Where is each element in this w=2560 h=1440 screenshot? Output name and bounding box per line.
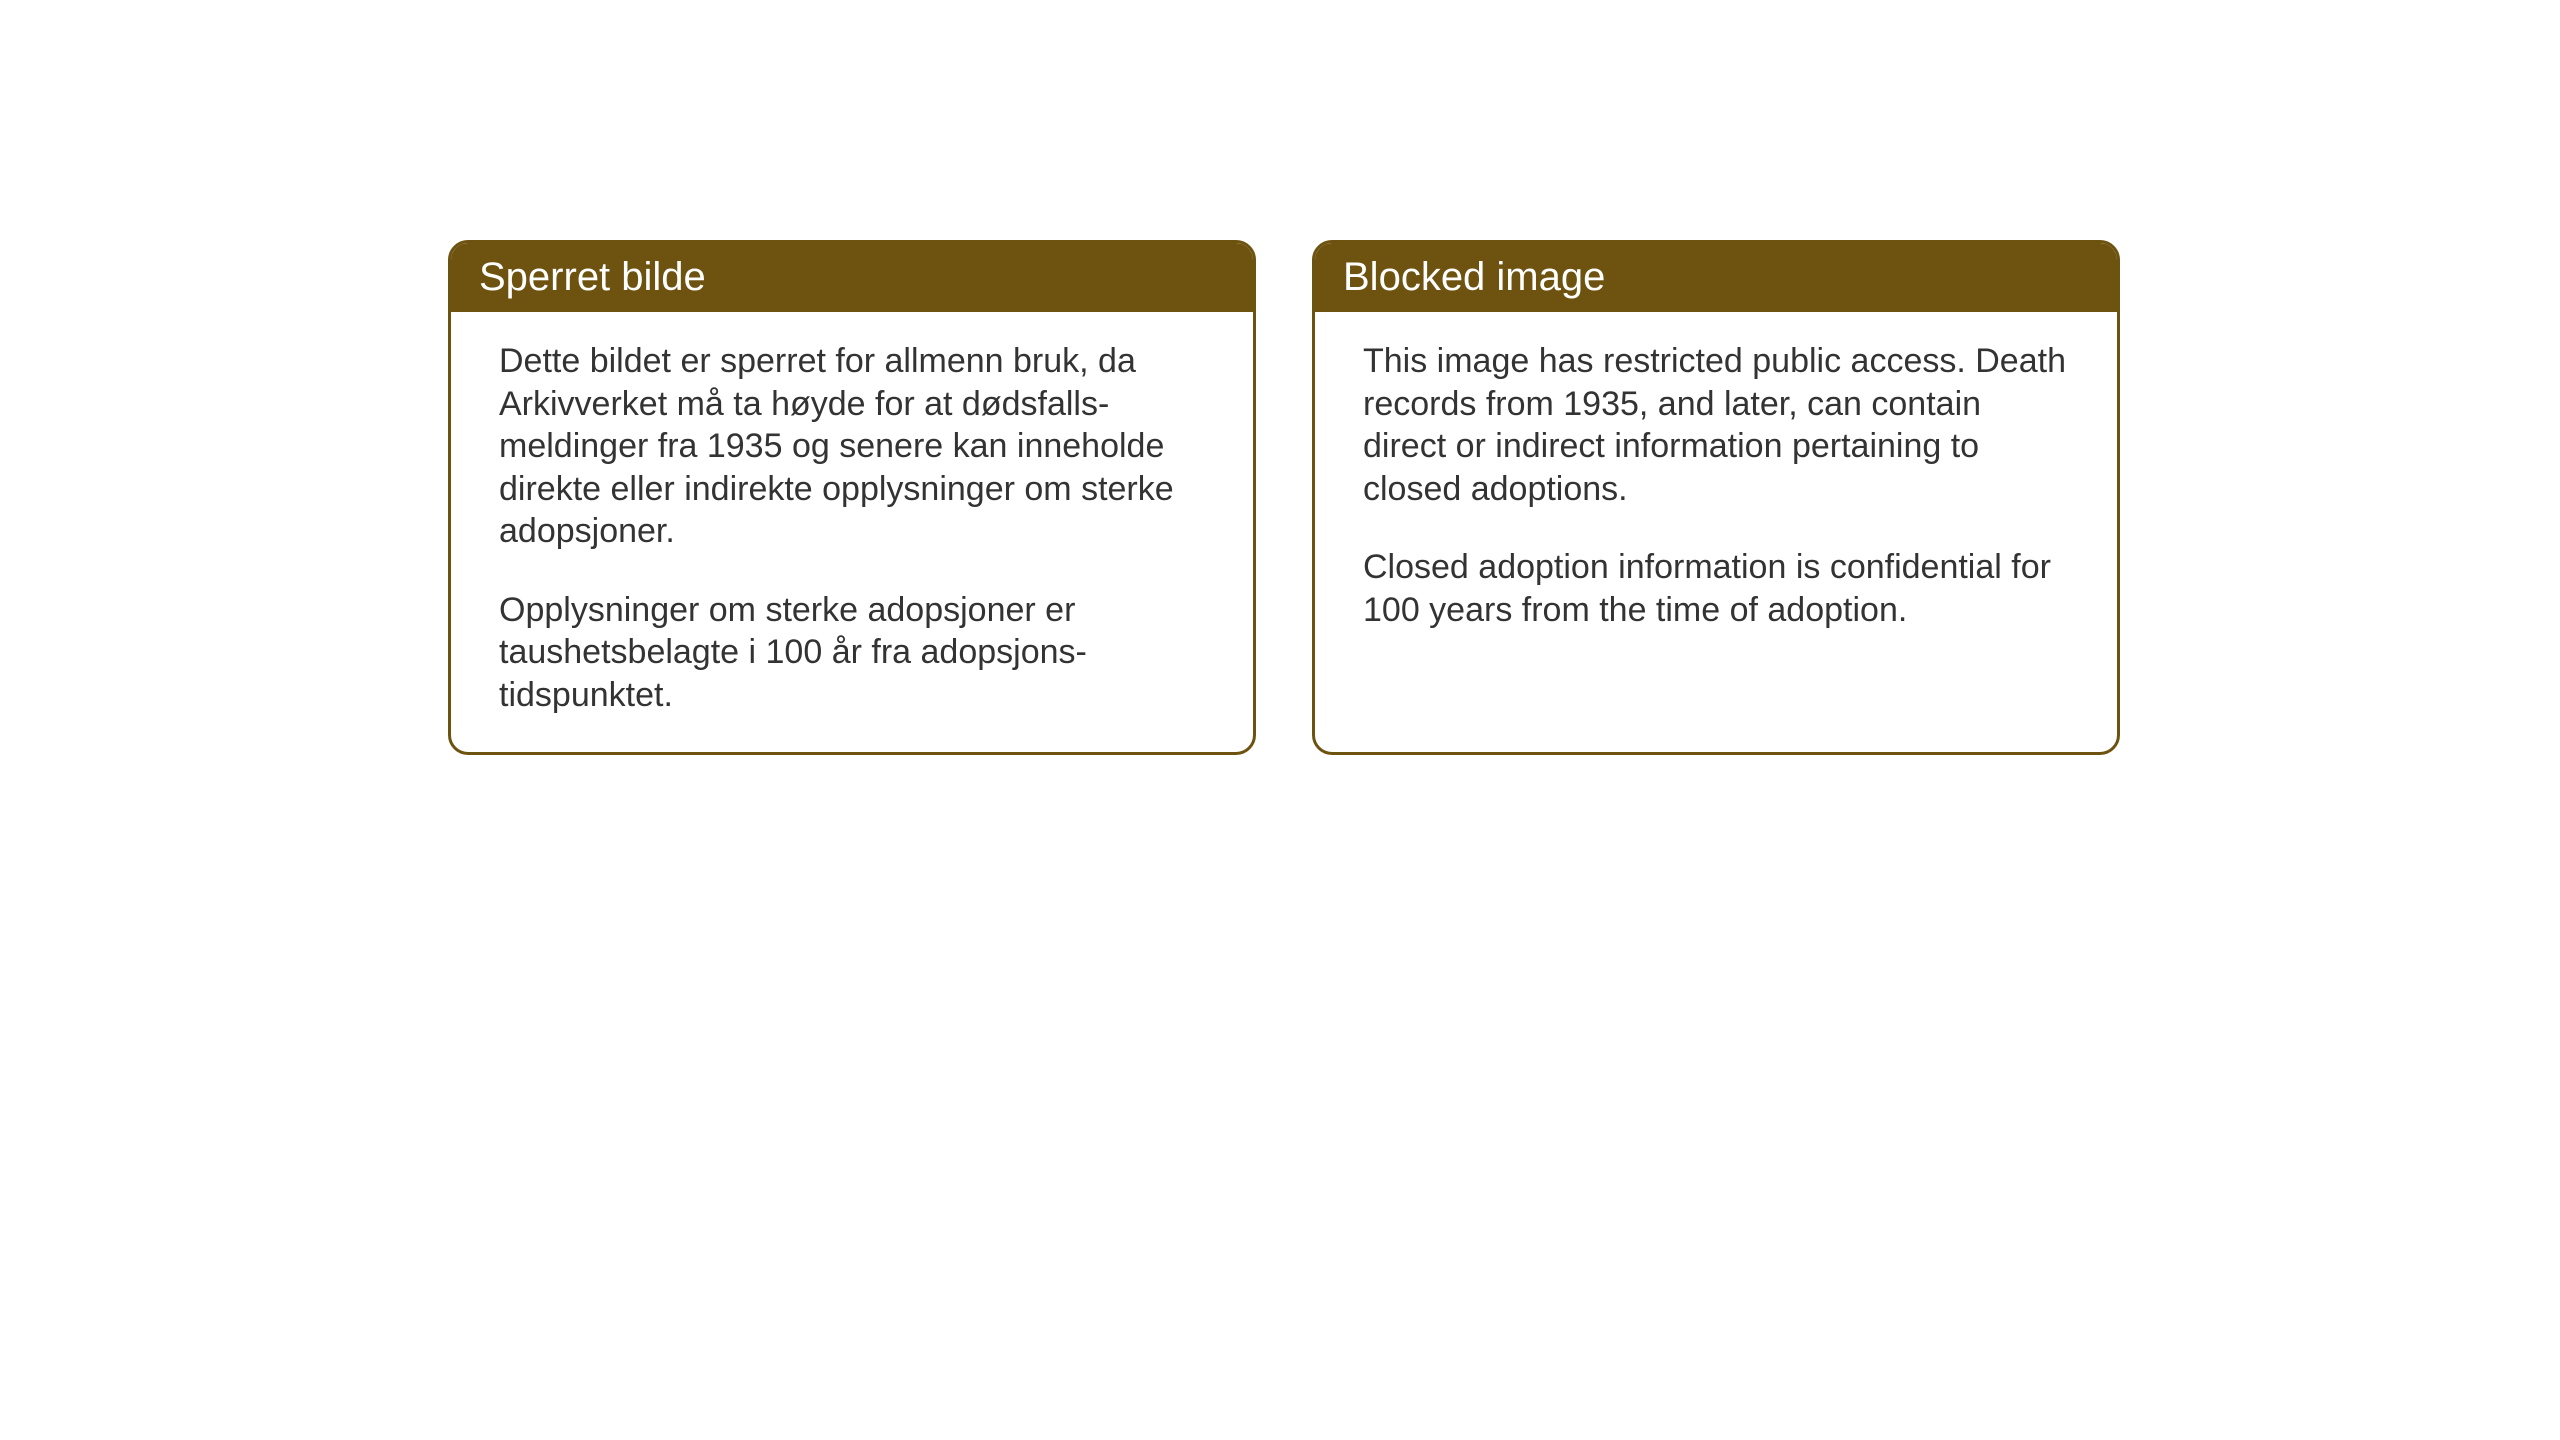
card-paragraph-english-1: This image has restricted public access.…	[1363, 340, 2069, 510]
cards-container: Sperret bilde Dette bildet er sperret fo…	[448, 240, 2120, 755]
card-title-norwegian: Sperret bilde	[479, 255, 706, 299]
card-norwegian: Sperret bilde Dette bildet er sperret fo…	[448, 240, 1256, 755]
card-body-norwegian: Dette bildet er sperret for allmenn bruk…	[451, 312, 1253, 752]
card-paragraph-norwegian-2: Opplysninger om sterke adopsjoner er tau…	[499, 589, 1205, 717]
card-header-english: Blocked image	[1315, 243, 2117, 312]
card-english: Blocked image This image has restricted …	[1312, 240, 2120, 755]
card-paragraph-norwegian-1: Dette bildet er sperret for allmenn bruk…	[499, 340, 1205, 553]
card-body-english: This image has restricted public access.…	[1315, 312, 2117, 742]
card-title-english: Blocked image	[1343, 255, 1605, 299]
card-header-norwegian: Sperret bilde	[451, 243, 1253, 312]
card-paragraph-english-2: Closed adoption information is confident…	[1363, 546, 2069, 631]
